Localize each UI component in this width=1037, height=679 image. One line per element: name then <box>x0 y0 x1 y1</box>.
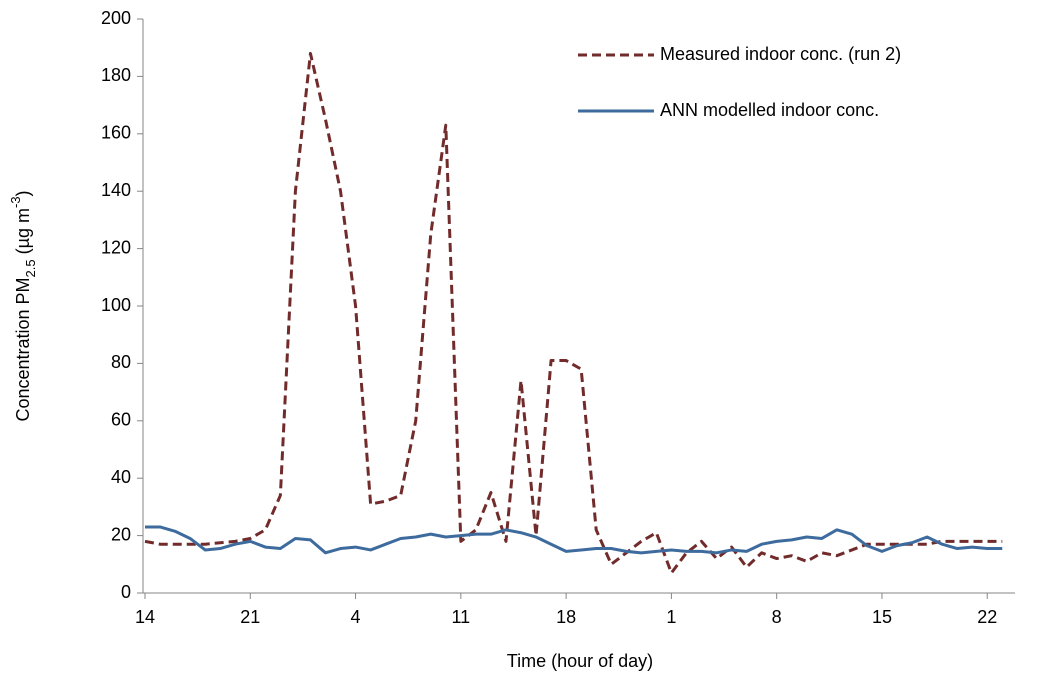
x-tick-label: 1 <box>666 607 676 627</box>
x-tick-label: 14 <box>135 607 155 627</box>
y-axis-title-part: 2.5 <box>23 259 38 277</box>
y-tick-label: 60 <box>111 410 131 430</box>
y-tick-label: 160 <box>101 123 131 143</box>
y-tick-label: 140 <box>101 180 131 200</box>
y-tick-label: 80 <box>111 352 131 372</box>
series-line <box>145 525 1003 555</box>
y-tick-label: 40 <box>111 467 131 487</box>
x-tick-label: 21 <box>240 607 260 627</box>
y-tick-label: 180 <box>101 65 131 85</box>
y-axis-title-part: Concentration PM <box>13 277 33 421</box>
y-tick-label: 20 <box>111 524 131 544</box>
y-tick-label: 120 <box>101 237 131 257</box>
x-axis-title: Time (hour of day) <box>507 651 653 671</box>
x-tick-label: 18 <box>556 607 576 627</box>
y-axis-title-part: -3 <box>8 196 23 208</box>
x-tick-label: 22 <box>977 607 997 627</box>
x-tick-label: 8 <box>772 607 782 627</box>
y-axis-title: Concentration PM2.5 (µg m-3) <box>8 190 38 421</box>
y-axis-title-part: ) <box>13 190 33 196</box>
legend-label: Measured indoor conc. (run 2) <box>660 44 901 64</box>
legend-label: ANN modelled indoor conc. <box>660 100 879 120</box>
series-line <box>144 51 1003 575</box>
x-tick-label: 4 <box>351 607 361 627</box>
x-tick-label: 15 <box>872 607 892 627</box>
y-tick-label: 0 <box>121 582 131 602</box>
x-tick-label: 11 <box>451 607 470 627</box>
y-tick-label: 200 <box>101 8 131 28</box>
y-axis-title-part: (µg m <box>13 208 33 259</box>
y-tick-label: 100 <box>101 295 131 315</box>
